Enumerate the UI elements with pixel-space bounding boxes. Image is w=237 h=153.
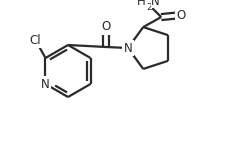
Text: N: N xyxy=(124,41,132,54)
Text: N: N xyxy=(151,0,160,8)
Text: O: O xyxy=(101,21,111,34)
Text: N: N xyxy=(41,78,50,91)
Text: H: H xyxy=(137,0,145,8)
Text: Cl: Cl xyxy=(30,34,41,47)
Text: 2: 2 xyxy=(147,3,152,12)
Text: O: O xyxy=(177,9,186,22)
